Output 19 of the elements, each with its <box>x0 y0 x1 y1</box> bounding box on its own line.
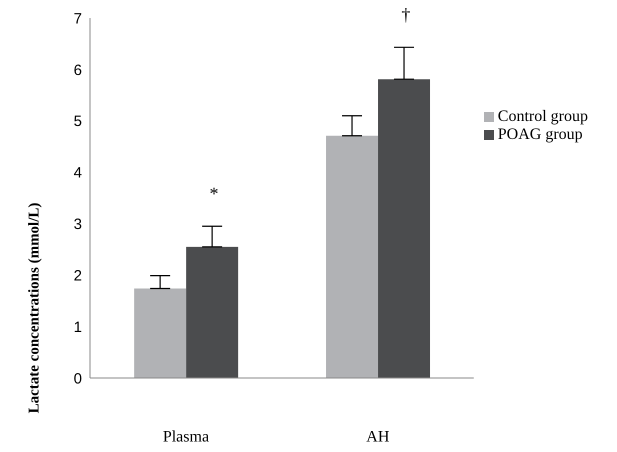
y-tick-label: 4 <box>74 164 82 182</box>
annotation: † <box>401 4 410 24</box>
y-tick-label: 7 <box>74 10 82 28</box>
bar <box>378 79 430 378</box>
y-tick-label: 6 <box>74 62 82 79</box>
y-tick-label: 3 <box>74 216 82 234</box>
y-axis-title: Lactate concentrations (mmol/L) <box>26 202 42 414</box>
bar <box>326 136 378 378</box>
annotation: * <box>209 183 218 204</box>
legend-label: POAG group <box>498 126 583 143</box>
x-tick-label: Plasma <box>162 428 210 446</box>
bar <box>134 288 186 378</box>
x-tick-label: AH <box>366 428 390 446</box>
y-tick-label: 2 <box>74 267 82 284</box>
y-tick-label: 0 <box>74 370 82 388</box>
y-tick-label: 5 <box>74 113 82 130</box>
y-tick-label: 1 <box>74 318 82 336</box>
legend-label: Control group <box>498 108 588 125</box>
bar <box>186 246 238 378</box>
